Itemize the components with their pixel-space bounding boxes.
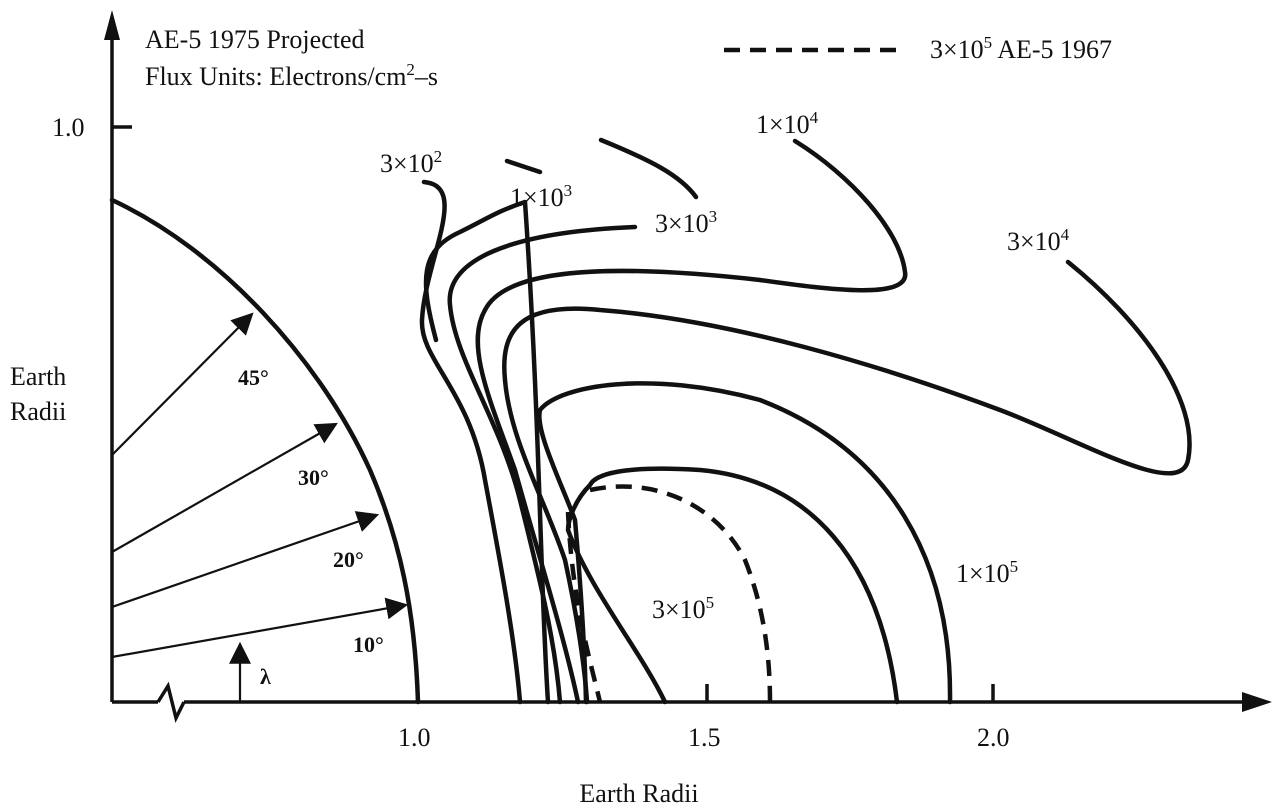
y-axis-arrow <box>104 10 120 40</box>
lat-arrow-20 <box>111 511 380 609</box>
contour-3e3 <box>447 224 638 705</box>
contour-label-1e4: 1×104 <box>756 108 819 139</box>
contour-label-3e5: 3×105 <box>652 593 714 624</box>
axes <box>104 10 1272 724</box>
contour-1e5 <box>537 381 953 705</box>
contour-label-3e3: 3×103 <box>655 207 717 238</box>
lat-arrow-30 <box>111 422 338 553</box>
x-tick-label-1-0: 1.0 <box>398 723 431 752</box>
lat-label-20: 20° <box>333 547 364 572</box>
contour-3e5 <box>565 466 900 705</box>
contour-3e4 <box>502 259 1192 705</box>
x-tick-label-1-5: 1.5 <box>688 723 721 752</box>
lat-label-45: 45° <box>238 365 269 390</box>
axis-break-icon <box>156 681 186 724</box>
contour-1e3-top-segment <box>504 158 543 175</box>
lat-arrow-10 <box>111 597 409 659</box>
y-axis-label-line2: Radii <box>10 397 66 426</box>
contour-1e4 <box>475 138 908 705</box>
legend-label: 3×105 AE-5 1967 <box>930 33 1112 64</box>
contour-3e2 <box>419 179 523 705</box>
lambda-label: λ <box>260 664 271 689</box>
contour-1e3 <box>423 199 551 705</box>
header-title: AE-5 1975 Projected <box>145 25 365 54</box>
earth-section: 45° 30° 20° 10° λ <box>109 197 421 705</box>
contour-label-1e5: 1×105 <box>956 557 1018 588</box>
y-tick-label-1-0: 1.0 <box>52 113 85 142</box>
contour-3e5-ae5-1967-dashed-inner <box>565 511 603 703</box>
header-flux-units: Flux Units: Electrons/cm2–s <box>145 60 438 91</box>
x-tick-label-2-0: 2.0 <box>977 723 1010 752</box>
contour-label-3e4: 3×104 <box>1007 225 1070 256</box>
contour-lines <box>419 137 1192 705</box>
contour-label-3e2: 3×102 <box>380 147 442 178</box>
y-axis-label-line1: Earth <box>10 362 66 391</box>
legend: 3×105 AE-5 1967 <box>724 33 1112 64</box>
earth-surface-arc <box>109 197 421 705</box>
lat-arrow-45 <box>111 312 254 456</box>
lat-label-30: 30° <box>298 465 329 490</box>
contour-3e5-ae5-1967-dashed <box>589 484 773 703</box>
contour-3e3-top-segment <box>598 137 699 200</box>
lat-label-10: 10° <box>353 632 384 657</box>
x-axis-arrow <box>1242 692 1272 712</box>
contour-label-1e3: 1×103 <box>510 181 572 212</box>
x-axis-label: Earth Radii <box>579 779 698 808</box>
